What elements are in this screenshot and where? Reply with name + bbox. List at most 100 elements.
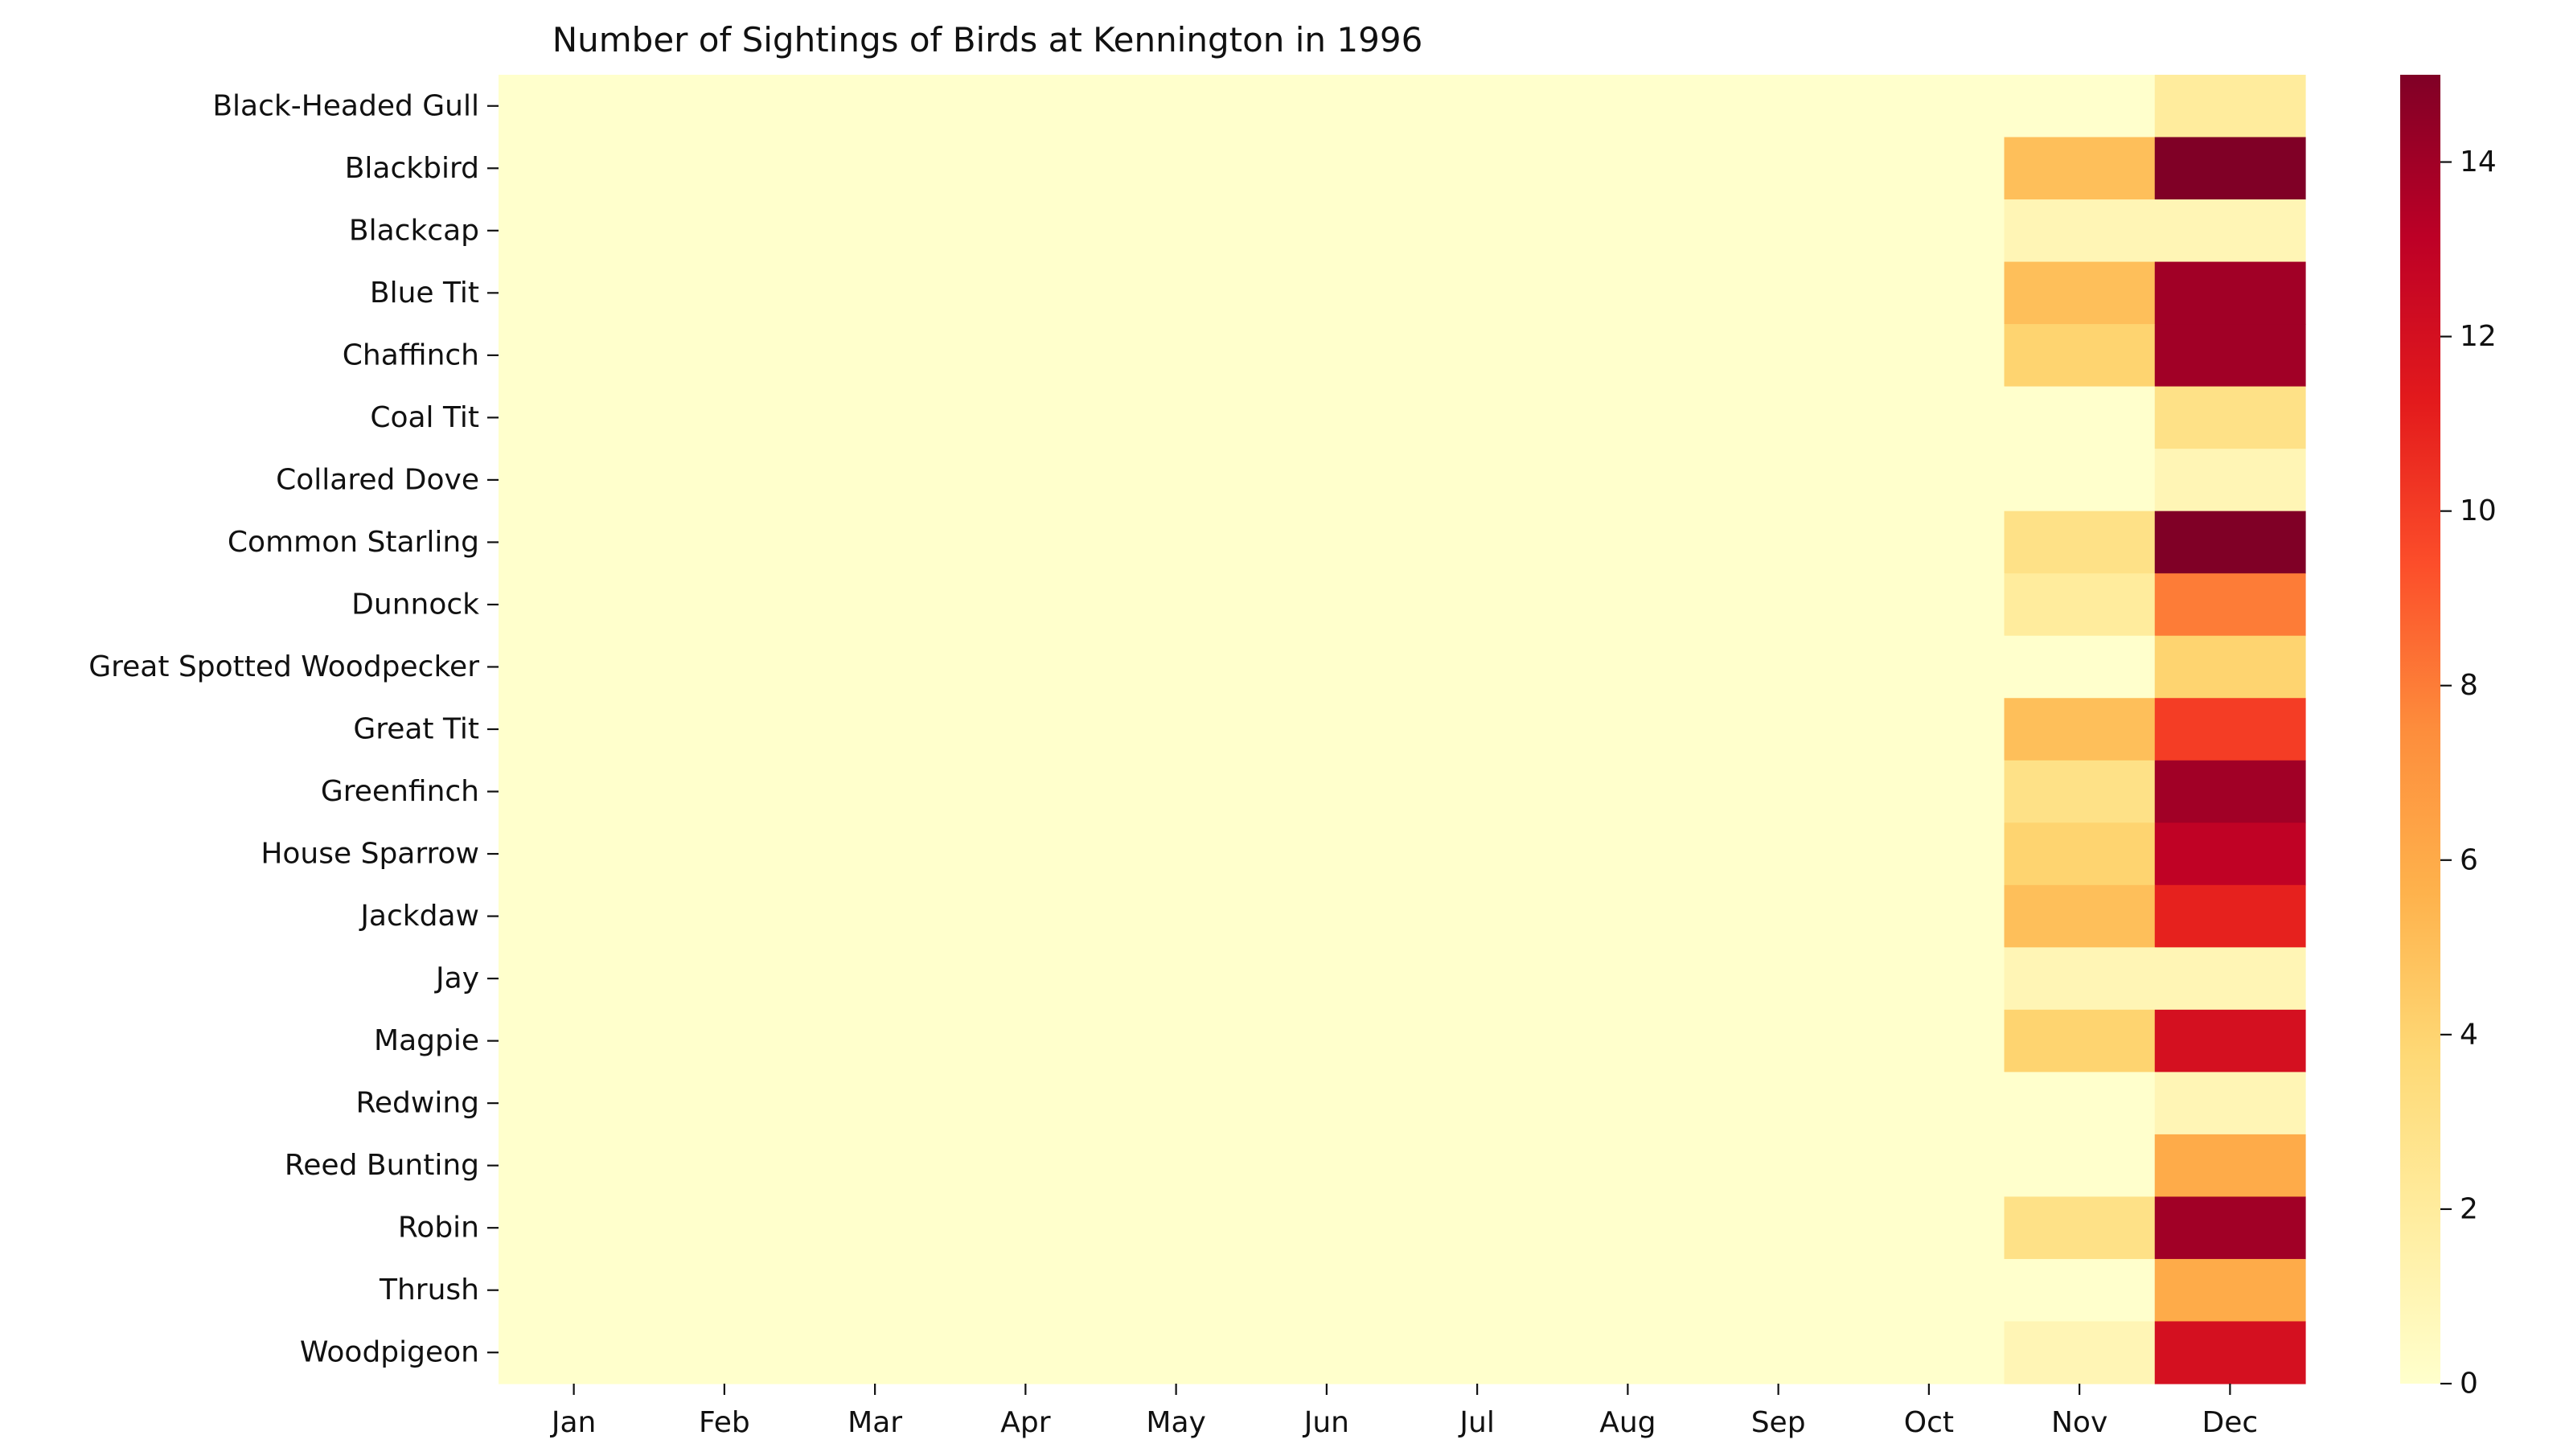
heatmap-cell [649, 884, 801, 948]
heatmap-cell [1853, 1321, 2005, 1384]
y-tick-label: Coal Tit [370, 401, 479, 434]
heatmap-cell [1552, 947, 1704, 1011]
y-tick-label: Dunnock [351, 588, 479, 621]
colorbar-tick-label: 6 [2460, 843, 2478, 876]
y-tick-label: Common Starling [228, 526, 479, 559]
heatmap-cell [1552, 1258, 1704, 1323]
heatmap-cell [2004, 1196, 2156, 1260]
heatmap-cell [2154, 1321, 2306, 1384]
x-tick-label: Sep [1751, 1406, 1806, 1439]
y-tick-label: Great Tit [353, 713, 479, 746]
heatmap-cell [1251, 635, 1403, 699]
heatmap-cell [1402, 760, 1553, 823]
heatmap-cell [950, 698, 1102, 761]
x-tick-label: Jun [1303, 1406, 1349, 1439]
heatmap-cell [1101, 884, 1252, 948]
heatmap-cell [1552, 822, 1704, 886]
heatmap-cell [1552, 449, 1704, 512]
heatmap-cell [499, 698, 650, 761]
heatmap-cell [950, 1009, 1102, 1073]
heatmap-cell [499, 1009, 650, 1073]
heatmap-cell [950, 1321, 1102, 1384]
heatmap-cell [499, 822, 650, 886]
heatmap-cell [1703, 75, 1854, 138]
heatmap-cell [1402, 324, 1553, 388]
heatmap-cell [1251, 573, 1403, 637]
heatmap-cell [1402, 511, 1553, 574]
heatmap-cell [2004, 947, 2156, 1011]
heatmap-cell [799, 75, 951, 138]
heatmap-cell [1853, 822, 2005, 886]
heatmap-cell [1101, 511, 1252, 574]
heatmap-cell [1101, 75, 1252, 138]
heatmap-cell [1402, 1134, 1553, 1198]
heatmap-cell [1552, 1072, 1704, 1135]
heatmap-cell [499, 75, 650, 138]
heatmap-cell [2154, 822, 2306, 886]
heatmap-cell [1703, 1072, 1854, 1135]
heatmap-cell [2154, 324, 2306, 388]
heatmap-cell [1101, 760, 1252, 823]
y-tick-label: Great Spotted Woodpecker [88, 650, 479, 683]
heatmap-cell [499, 511, 650, 574]
x-tick-label: Oct [1904, 1406, 1954, 1439]
heatmap-cell [1402, 635, 1553, 699]
heatmap-cell [799, 884, 951, 948]
heatmap-cell [1251, 199, 1403, 263]
heatmap-cell [950, 947, 1102, 1011]
heatmap-cell [499, 1196, 650, 1260]
heatmap-cell [950, 75, 1102, 138]
heatmap-cell [1101, 698, 1252, 761]
heatmap-cell [649, 635, 801, 699]
heatmap-cell [1402, 261, 1553, 325]
heatmap-cell [649, 1134, 801, 1198]
heatmap-cell [1402, 1196, 1553, 1260]
heatmap-cell [2004, 324, 2156, 388]
heatmap-cell [1251, 1321, 1403, 1384]
heatmap-cell [1853, 511, 2005, 574]
heatmap-cell [1703, 760, 1854, 823]
heatmap-cell [2004, 199, 2156, 263]
colorbar: 0 2 4 6 8 10 12 14 [2400, 75, 2497, 1401]
heatmap-cell [499, 386, 650, 449]
heatmap-cell [1101, 1134, 1252, 1198]
heatmap-cell [2004, 1009, 2156, 1073]
heatmap-cell [2004, 822, 2156, 886]
heatmap-cell [2004, 698, 2156, 761]
heatmap-cell [499, 261, 650, 325]
heatmap-cell [799, 1009, 951, 1073]
heatmap-cell [499, 449, 650, 512]
heatmap-cell [649, 1258, 801, 1323]
heatmap-cell [2154, 1009, 2306, 1073]
heatmap-cell [649, 573, 801, 637]
heatmap-cell [1552, 199, 1704, 263]
colorbar-tick-label: 4 [2460, 1018, 2478, 1051]
heatmap-cell [799, 449, 951, 512]
colorbar-tick-label: 14 [2460, 146, 2497, 178]
heatmap-cell [950, 386, 1102, 449]
column-labels: Jan Feb Mar Apr May Jun Jul Aug Sep Oct Nov Dec [550, 1384, 2258, 1439]
heatmap-cell [1101, 324, 1252, 388]
heatmap-cell [1853, 884, 2005, 948]
heatmap-cell [2154, 449, 2306, 512]
heatmap-cell [799, 947, 951, 1011]
heatmap-cell [950, 573, 1102, 637]
heatmap-cell [1402, 1072, 1553, 1135]
x-tick-label: Mar [848, 1406, 902, 1439]
heatmap-cell [2154, 1072, 2306, 1135]
heatmap-cell [1552, 760, 1704, 823]
heatmap-cell [1853, 1196, 2005, 1260]
heatmap-cell [2154, 386, 2306, 449]
heatmap-cell [950, 449, 1102, 512]
x-tick-label: Feb [699, 1406, 750, 1439]
heatmap-cell [1552, 1009, 1704, 1073]
heatmap-cell [2004, 1134, 2156, 1198]
heatmap-cell [649, 137, 801, 200]
heatmap-cell [1703, 884, 1854, 948]
heatmap-cell [1853, 199, 2005, 263]
heatmap-cell [950, 324, 1102, 388]
y-tick-label: Greenfinch [321, 775, 479, 808]
heatmap-cell [1101, 137, 1252, 200]
heatmap-cell [649, 947, 801, 1011]
